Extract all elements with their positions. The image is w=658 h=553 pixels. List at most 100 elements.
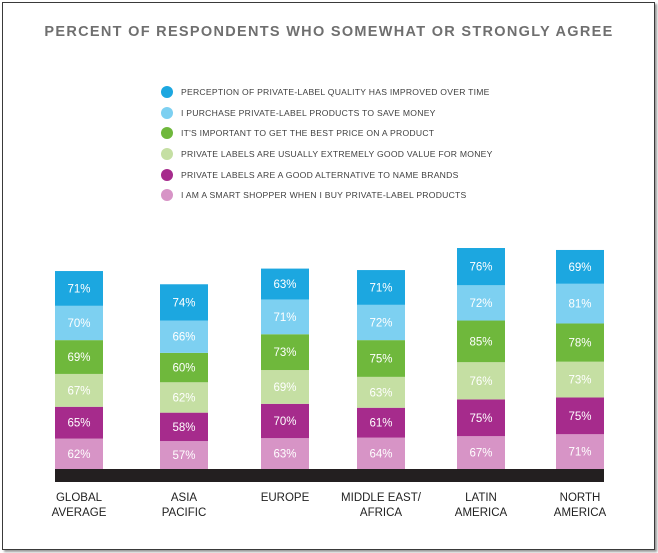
bar-segment — [55, 373, 103, 407]
bar-segment — [160, 284, 208, 321]
data-label: 75% — [568, 411, 591, 423]
bar-segment — [160, 441, 208, 469]
bar-segment — [556, 249, 604, 284]
legend-label: IT'S IMPORTANT TO GET THE BEST PRICE ON … — [181, 128, 435, 139]
category-label: AMERICA — [455, 507, 508, 519]
bar-segment — [457, 285, 505, 321]
bar-segment — [556, 283, 604, 324]
legend-label: I AM A SMART SHOPPER WHEN I BUY PRIVATE-… — [181, 190, 467, 201]
legend-swatch — [161, 189, 173, 202]
bar-segment — [55, 305, 103, 341]
data-label: 65% — [67, 418, 90, 430]
legend-item: I AM A SMART SHOPPER WHEN I BUY PRIVATE-… — [161, 185, 493, 206]
bar-segment — [457, 248, 505, 286]
legend-item: PRIVATE LABELS ARE A GOOD ALTERNATIVE TO… — [161, 164, 493, 185]
data-label: 75% — [369, 354, 392, 366]
bar-segment — [556, 397, 604, 435]
bar-segment — [556, 323, 604, 362]
data-label: 73% — [568, 375, 591, 387]
data-label: 78% — [568, 338, 591, 350]
bar-segment — [357, 340, 405, 377]
data-label: 58% — [172, 422, 195, 434]
chart-baseline — [55, 469, 604, 482]
bar-segment — [160, 412, 208, 442]
data-label: 76% — [469, 262, 492, 274]
category-label: NORTH — [560, 492, 601, 504]
bar-segment — [55, 438, 103, 469]
category-label: GLOBAL — [56, 492, 103, 504]
category-label: PACIFIC — [162, 507, 207, 519]
bar-segment — [357, 407, 405, 438]
data-label: 64% — [369, 448, 392, 460]
data-label: 85% — [469, 336, 492, 348]
data-label: 69% — [568, 262, 591, 274]
bar-segment — [55, 406, 103, 439]
legend-item: I PURCHASE PRIVATE-LABEL PRODUCTS TO SAV… — [161, 103, 493, 124]
category-label: AVERAGE — [52, 507, 107, 519]
category-label: EUROPE — [261, 492, 310, 504]
data-label: 70% — [67, 318, 90, 330]
data-label: 63% — [273, 279, 296, 291]
bar-segment — [261, 334, 309, 371]
legend-swatch — [161, 127, 173, 140]
data-label: 72% — [469, 298, 492, 310]
bar-segment — [261, 370, 309, 404]
data-label: 60% — [172, 363, 195, 375]
data-label: 69% — [67, 352, 90, 364]
data-label: 61% — [369, 418, 392, 430]
data-label: 75% — [469, 413, 492, 425]
legend-item: IT'S IMPORTANT TO GET THE BEST PRICE ON … — [161, 123, 493, 144]
legend-swatch — [161, 86, 173, 99]
bar-segment — [55, 340, 103, 374]
bar-segment — [261, 299, 309, 335]
data-label: 70% — [273, 416, 296, 428]
bar-segment — [160, 320, 208, 353]
category-label: ASIA — [171, 492, 198, 504]
bar-segment — [457, 436, 505, 469]
bar-segment — [55, 271, 103, 306]
bar-segment — [457, 399, 505, 437]
data-label: 71% — [67, 283, 90, 295]
data-label: 57% — [172, 450, 195, 462]
legend-item: PERCEPTION OF PRIVATE-LABEL QUALITY HAS … — [161, 82, 493, 103]
data-label: 62% — [172, 392, 195, 404]
bar-segment — [160, 382, 208, 413]
category-label: AFRICA — [360, 507, 403, 519]
bar-segment — [556, 361, 604, 398]
bar-segment — [357, 304, 405, 341]
category-label: LATIN — [465, 492, 497, 504]
data-label: 69% — [273, 382, 296, 394]
legend-swatch — [161, 148, 173, 161]
data-label: 81% — [568, 299, 591, 311]
legend-label: PERCEPTION OF PRIVATE-LABEL QUALITY HAS … — [181, 87, 490, 98]
bar-segment — [357, 270, 405, 305]
category-label: AMERICA — [554, 507, 607, 519]
data-label: 67% — [67, 385, 90, 397]
bar-segment — [457, 320, 505, 363]
legend-swatch — [161, 168, 173, 181]
bar-segment — [556, 434, 604, 469]
legend-item: PRIVATE LABELS ARE USUALLY EXTREMELY GOO… — [161, 144, 493, 165]
legend-swatch — [161, 106, 173, 119]
bar-segment — [160, 352, 208, 383]
data-label: 71% — [568, 447, 591, 459]
legend-label: I PURCHASE PRIVATE-LABEL PRODUCTS TO SAV… — [181, 107, 436, 118]
bar-segment — [261, 438, 309, 469]
chart-title: PERCENT OF RESPONDENTS WHO SOMEWHAT OR S… — [44, 24, 614, 40]
data-label: 63% — [273, 449, 296, 461]
data-label: 63% — [369, 387, 392, 399]
bar-segment — [261, 268, 309, 300]
chart-legend: PERCEPTION OF PRIVATE-LABEL QUALITY HAS … — [161, 82, 493, 206]
data-label: 71% — [369, 282, 392, 294]
bar-segment — [357, 437, 405, 469]
data-label: 74% — [172, 297, 195, 309]
data-label: 71% — [273, 312, 296, 324]
legend-label: PRIVATE LABELS ARE USUALLY EXTREMELY GOO… — [181, 149, 493, 160]
data-label: 66% — [172, 332, 195, 344]
data-label: 67% — [469, 448, 492, 460]
bar-segment — [357, 376, 405, 408]
data-label: 72% — [369, 317, 392, 329]
data-label: 62% — [67, 449, 90, 461]
